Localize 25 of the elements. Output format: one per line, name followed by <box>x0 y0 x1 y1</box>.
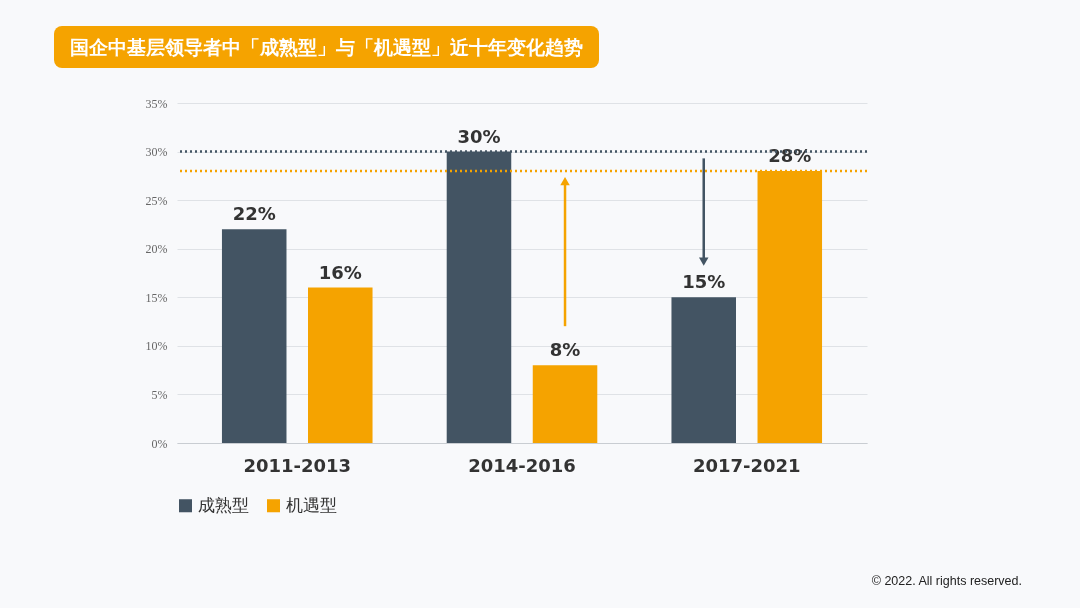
data-label: 8% <box>549 339 581 361</box>
x-tick-label: 2014-2016 <box>468 454 576 476</box>
y-tick-label: 10% <box>145 339 168 354</box>
y-tick-label: 20% <box>145 242 168 257</box>
bar <box>221 229 287 443</box>
legend-label: 成熟型 <box>198 494 249 515</box>
x-tick-label: 2011-2013 <box>243 454 352 476</box>
legend-label: 机遇型 <box>286 494 337 515</box>
data-label: 15% <box>682 271 726 293</box>
y-tick-label: 0% <box>151 436 168 451</box>
bar <box>532 365 598 443</box>
y-tick-label: 25% <box>145 193 168 208</box>
chart-title: 国企中基层领导者中「成熟型」与「机遇型」近十年变化趋势 <box>54 26 599 68</box>
y-tick-label: 5% <box>151 387 168 402</box>
data-label: 30% <box>457 125 501 147</box>
text: © 2022. All rights reserved. <box>871 574 1022 588</box>
y-tick-label: 30% <box>145 145 168 160</box>
bar <box>671 297 736 443</box>
x-tick-label: 2017-2021 <box>692 454 801 476</box>
data-label: 22% <box>232 203 276 225</box>
data-label: 28% <box>768 145 812 166</box>
y-tick-label: 35% <box>145 96 168 111</box>
bar <box>308 287 373 443</box>
y-tick-label: 15% <box>145 290 168 305</box>
data-label: 16% <box>318 261 362 283</box>
